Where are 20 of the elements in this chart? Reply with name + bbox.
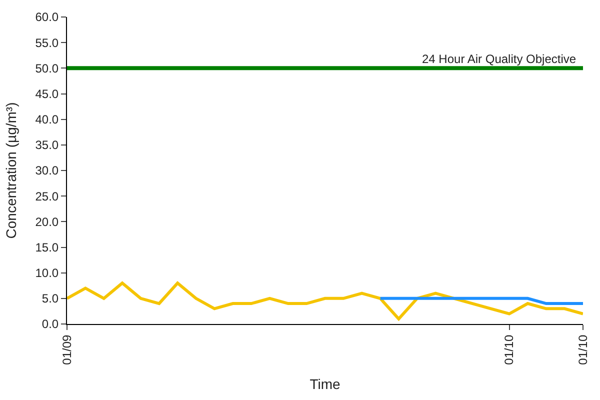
y-tick-label: 25.0 bbox=[35, 189, 59, 204]
y-tick-label: 35.0 bbox=[35, 138, 59, 152]
x-tick-label: 01/10 bbox=[576, 334, 590, 365]
y-tick-label: 40.0 bbox=[35, 112, 59, 127]
line-series bbox=[67, 282, 583, 320]
y-tick-label: 10.0 bbox=[35, 266, 59, 280]
x-axis-title: Time bbox=[310, 376, 341, 392]
y-tick-label: 30.0 bbox=[35, 164, 59, 178]
x-tick-label: 01/10 bbox=[502, 334, 516, 365]
y-tick-label: 20.0 bbox=[35, 214, 59, 229]
y-axis-title: Concentration (µg/m³) bbox=[2, 102, 19, 239]
y-tick-label: 60.0 bbox=[35, 10, 59, 24]
ref-line-label: 24 Hour Air Quality Objective bbox=[422, 52, 576, 66]
y-tick-label: 5.0 bbox=[42, 292, 59, 306]
y-tick-label: 0.0 bbox=[42, 317, 59, 332]
y-tick-label: 55.0 bbox=[35, 36, 59, 50]
y-tick-label: 45.0 bbox=[35, 86, 59, 101]
y-tick-label: 15.0 bbox=[35, 240, 59, 254]
y-tick-label: 50.0 bbox=[35, 61, 59, 76]
x-tick-label: 01/09 bbox=[60, 334, 74, 365]
